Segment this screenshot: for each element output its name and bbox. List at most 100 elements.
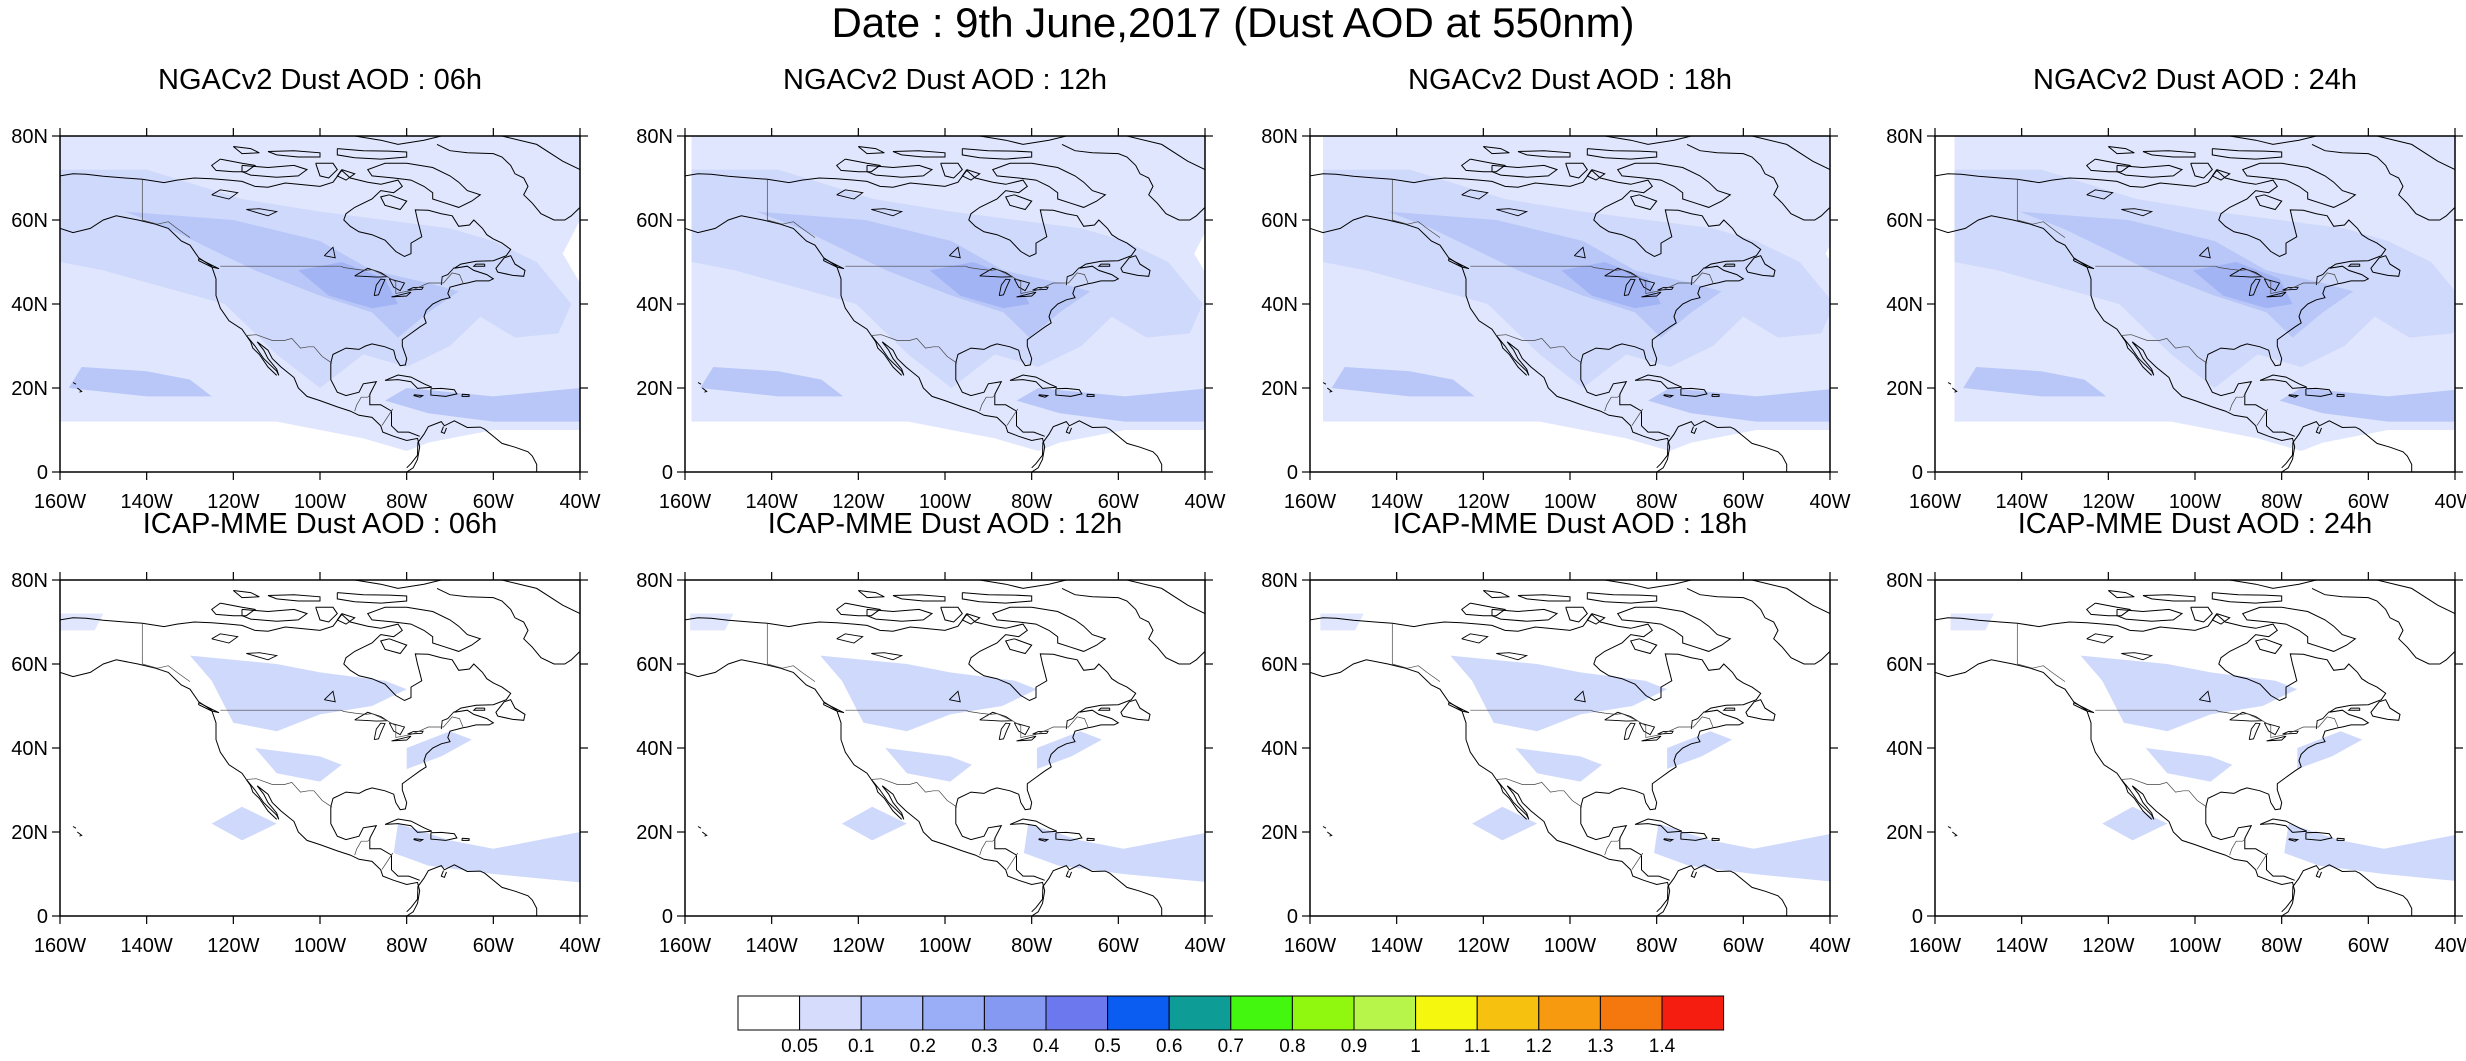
y-tick-label: 80N [11, 126, 48, 148]
colorbar-swatch [1231, 996, 1293, 1030]
y-tick-label: 40N [636, 294, 673, 316]
x-tick-label: 140W [121, 935, 173, 957]
x-tick-label: 80W [1636, 935, 1677, 957]
colorbar-swatch [923, 996, 985, 1030]
x-tick-label: 100W [2169, 935, 2221, 957]
y-tick-label: 40N [1886, 294, 1923, 316]
x-tick-label: 40W [2434, 935, 2466, 957]
y-tick-label: 20N [1886, 378, 1923, 400]
y-tick-label: 0 [1287, 462, 1298, 484]
y-tick-label: 80N [1886, 570, 1923, 592]
map-layer [1310, 580, 1840, 916]
map-layer [60, 580, 580, 916]
x-tick-label: 80W [2261, 935, 2302, 957]
colorbar-swatch [1169, 996, 1231, 1030]
y-tick-label: 20N [11, 378, 48, 400]
y-tick-label: 20N [1886, 822, 1923, 844]
colorbar-label: 0.5 [1094, 1036, 1120, 1056]
colorbar-swatch [1600, 996, 1662, 1030]
y-tick-label: 60N [1261, 654, 1298, 676]
y-tick-label: 80N [11, 570, 48, 592]
x-tick-label: 100W [919, 935, 971, 957]
colorbar-label: 0.3 [971, 1036, 997, 1056]
y-tick-label: 40N [1261, 294, 1298, 316]
x-tick-label: 120W [2082, 935, 2134, 957]
y-tick-label: 60N [636, 210, 673, 232]
x-tick-label: 100W [1544, 935, 1596, 957]
y-tick-label: 40N [11, 294, 48, 316]
y-tick-label: 60N [636, 654, 673, 676]
colorbar-swatch [984, 996, 1046, 1030]
x-tick-label: 120W [832, 935, 884, 957]
x-tick-label: 60W [1098, 935, 1139, 957]
y-tick-label: 0 [37, 462, 48, 484]
x-tick-label: 100W [294, 935, 346, 957]
x-tick-label: 160W [1909, 935, 1961, 957]
colorbar-swatch [1477, 996, 1539, 1030]
y-tick-label: 40N [1261, 738, 1298, 760]
y-tick-label: 20N [636, 378, 673, 400]
colorbar-swatch [1108, 996, 1170, 1030]
map-layer [1935, 136, 2466, 472]
colorbar-swatch [861, 996, 923, 1030]
x-tick-label: 140W [1371, 935, 1423, 957]
colorbar-label: 0.4 [1033, 1036, 1060, 1056]
y-tick-label: 20N [1261, 822, 1298, 844]
y-tick-label: 0 [37, 906, 48, 928]
x-tick-label: 60W [1723, 935, 1764, 957]
y-tick-label: 60N [11, 654, 48, 676]
x-tick-label: 60W [473, 935, 514, 957]
y-tick-label: 60N [11, 210, 48, 232]
colorbar-label: 0.9 [1341, 1036, 1367, 1056]
colorbar-swatch [1662, 996, 1724, 1030]
y-tick-label: 0 [1912, 462, 1923, 484]
figure-title: Date : 9th June,2017 (Dust AOD at 550nm) [0, 0, 2466, 46]
y-tick-label: 0 [662, 462, 673, 484]
y-tick-label: 0 [662, 906, 673, 928]
colorbar-label: 0.05 [781, 1036, 818, 1056]
colorbar-swatch [1292, 996, 1354, 1030]
y-tick-label: 40N [11, 738, 48, 760]
y-tick-label: 20N [636, 822, 673, 844]
y-tick-label: 80N [636, 570, 673, 592]
y-tick-label: 40N [1886, 738, 1923, 760]
colorbar-swatch [1416, 996, 1478, 1030]
x-tick-label: 80W [386, 935, 427, 957]
colorbar-swatch [738, 996, 800, 1030]
x-tick-label: 160W [1284, 935, 1336, 957]
x-tick-label: 160W [659, 935, 711, 957]
colorbar-label: 0.2 [910, 1036, 936, 1056]
y-tick-label: 60N [1886, 654, 1923, 676]
y-tick-label: 60N [1261, 210, 1298, 232]
x-tick-label: 80W [1011, 935, 1052, 957]
colorbar-label: 0.8 [1279, 1036, 1305, 1056]
colorbar-label: 0.7 [1218, 1036, 1244, 1056]
x-tick-label: 40W [1809, 935, 1850, 957]
y-tick-label: 80N [1261, 126, 1298, 148]
colorbar-label: 1.3 [1587, 1036, 1613, 1056]
map-layer [685, 136, 1212, 472]
map-layer [60, 136, 580, 472]
y-tick-label: 20N [1261, 378, 1298, 400]
x-tick-label: 60W [2348, 935, 2389, 957]
colorbar-label: 0.1 [848, 1036, 874, 1056]
x-tick-label: 140W [746, 935, 798, 957]
x-tick-label: 120W [1457, 935, 1509, 957]
colorbar-swatch [1046, 996, 1108, 1030]
map-layer [685, 580, 1210, 916]
colorbar-label: 1.1 [1464, 1036, 1490, 1056]
